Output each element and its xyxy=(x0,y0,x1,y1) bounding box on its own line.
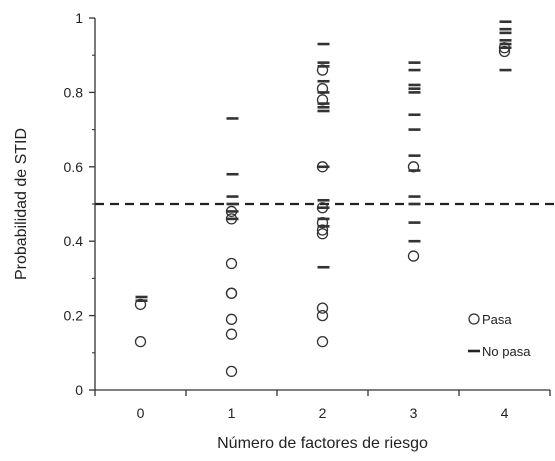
point-circle xyxy=(316,309,329,322)
point-circle xyxy=(225,287,238,299)
y-axis-title: Probabilidad de STID xyxy=(13,128,30,280)
legend-label-pasa: Pasa xyxy=(482,312,512,327)
legend-label-no-pasa: No pasa xyxy=(482,344,531,359)
y-tick-label: 0 xyxy=(75,382,83,398)
x-tick-label: 0 xyxy=(137,405,145,421)
y-tick-label: 0.2 xyxy=(64,308,84,324)
y-tick-label: 1 xyxy=(75,10,83,26)
point-circle xyxy=(316,228,329,240)
x-axis-title: Número de factores de riesgo xyxy=(217,435,428,452)
y-tick-label: 0.4 xyxy=(64,233,84,249)
point-circle xyxy=(316,302,329,314)
point-circle xyxy=(134,335,147,348)
y-tick-label: 0.8 xyxy=(64,84,84,100)
series-no-pasa xyxy=(135,20,512,303)
legend: Pasa No pasa xyxy=(468,312,531,359)
point-circle xyxy=(225,365,238,378)
ticks: 0 0.2 0.4 0.6 0.8 1 0 1 2 3 4 xyxy=(64,10,551,421)
point-circle xyxy=(225,313,238,325)
y-tick-label: 0.6 xyxy=(64,159,84,175)
x-tick-label: 1 xyxy=(228,405,236,421)
point-circle xyxy=(407,250,420,262)
point-circle xyxy=(225,257,238,270)
x-tick-label: 4 xyxy=(501,405,509,421)
x-tick-label: 2 xyxy=(319,405,327,421)
data-points xyxy=(134,20,512,378)
point-circle xyxy=(225,328,238,340)
legend-marker-pasa xyxy=(468,313,480,325)
point-circle xyxy=(316,335,329,348)
x-tick-label: 3 xyxy=(410,405,418,421)
